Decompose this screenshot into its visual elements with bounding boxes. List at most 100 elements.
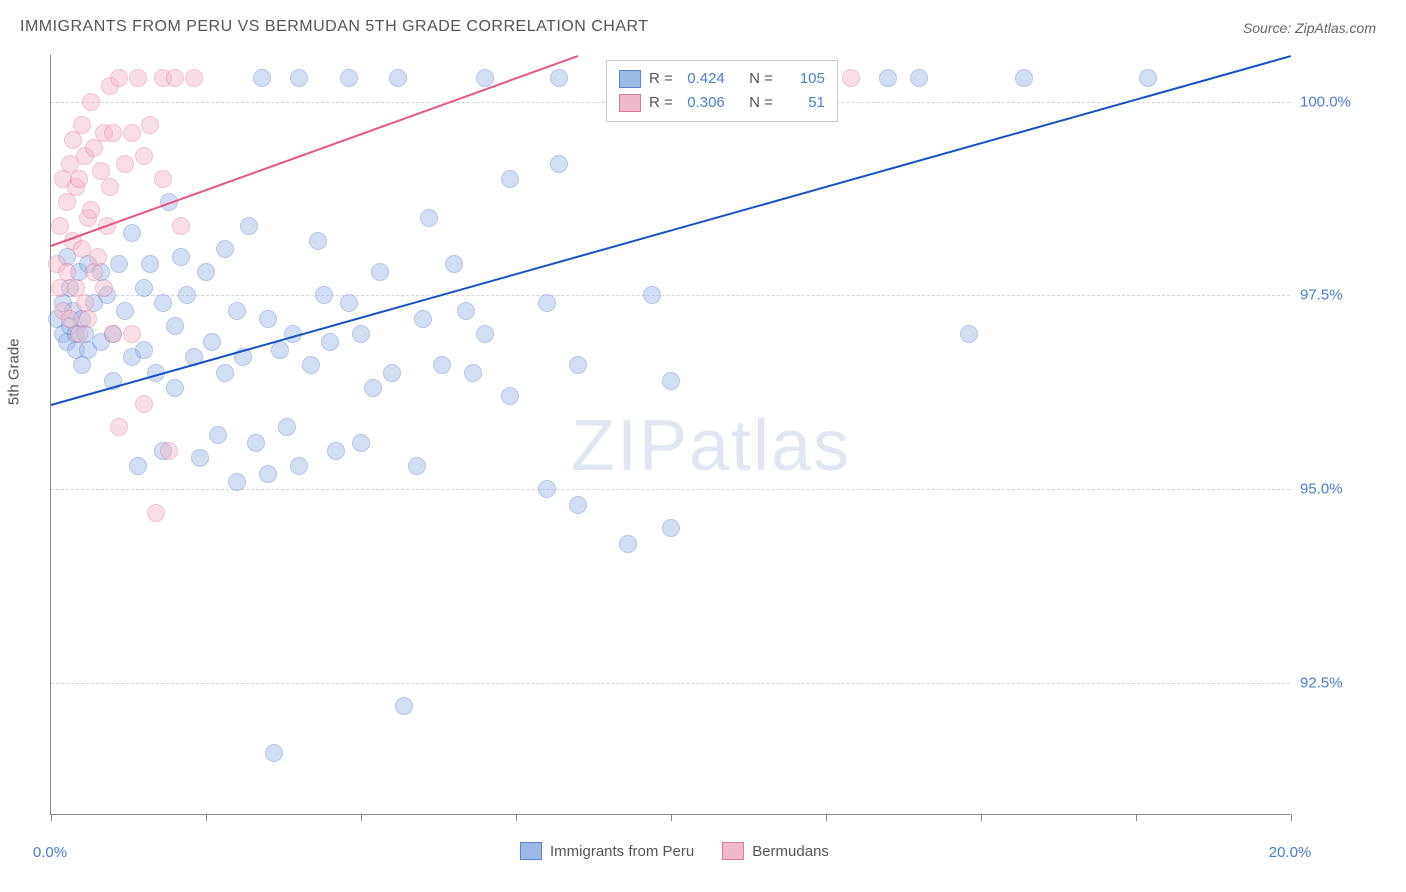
data-point [290, 69, 308, 87]
data-point [51, 217, 69, 235]
data-point [340, 69, 358, 87]
y-tick-label: 92.5% [1300, 675, 1343, 692]
data-point [457, 302, 475, 320]
data-point [191, 449, 209, 467]
data-point [408, 457, 426, 475]
legend-label: Bermudans [752, 843, 829, 860]
plot-area: ZIPatlas R =0.424 N =105R = 0.306 N = 51 [50, 55, 1290, 815]
watermark: ZIPatlas [571, 405, 851, 487]
x-tick [206, 814, 207, 821]
data-point [550, 155, 568, 173]
x-tick [516, 814, 517, 821]
data-point [141, 255, 159, 273]
data-point [166, 379, 184, 397]
stat-legend-row: R =0.424 N =105 [619, 67, 825, 91]
data-point [209, 426, 227, 444]
data-point [185, 69, 203, 87]
legend-swatch [722, 842, 744, 860]
data-point [166, 317, 184, 335]
stat-legend-row: R = 0.306 N = 51 [619, 91, 825, 115]
data-point [389, 69, 407, 87]
y-tick-label: 100.0% [1300, 93, 1351, 110]
data-point [123, 124, 141, 142]
data-point [110, 255, 128, 273]
data-point [178, 286, 196, 304]
data-point [550, 69, 568, 87]
x-tick-label: 0.0% [33, 844, 67, 861]
source-label: Source: ZipAtlas.com [1243, 20, 1376, 36]
data-point [619, 535, 637, 553]
legend-r-label: R = [649, 91, 673, 115]
data-point [290, 457, 308, 475]
data-point [70, 325, 88, 343]
x-tick [1136, 814, 1137, 821]
data-point [135, 147, 153, 165]
data-point [842, 69, 860, 87]
data-point [228, 302, 246, 320]
data-point [309, 232, 327, 250]
legend-r-value: 0.306 [681, 91, 725, 115]
data-point [216, 364, 234, 382]
legend-n-label: N = [749, 91, 773, 115]
data-point [476, 69, 494, 87]
data-point [352, 325, 370, 343]
data-point [240, 217, 258, 235]
data-point [58, 193, 76, 211]
data-point [259, 310, 277, 328]
data-point [383, 364, 401, 382]
data-point [64, 131, 82, 149]
data-point [569, 496, 587, 514]
chart-title: IMMIGRANTS FROM PERU VS BERMUDAN 5TH GRA… [20, 18, 649, 36]
x-tick [671, 814, 672, 821]
data-point [1015, 69, 1033, 87]
data-point [643, 286, 661, 304]
data-point [101, 178, 119, 196]
data-point [265, 744, 283, 762]
data-point [352, 434, 370, 452]
data-point [662, 372, 680, 390]
data-point [364, 379, 382, 397]
data-point [569, 356, 587, 374]
data-point [116, 155, 134, 173]
data-point [327, 442, 345, 460]
grid-line [51, 683, 1290, 684]
data-point [538, 294, 556, 312]
data-point [70, 170, 88, 188]
data-point [203, 333, 221, 351]
data-point [247, 434, 265, 452]
data-point [464, 364, 482, 382]
data-point [95, 279, 113, 297]
grid-line [51, 295, 1290, 296]
x-tick [361, 814, 362, 821]
legend-r-value: 0.424 [681, 67, 725, 91]
data-point [321, 333, 339, 351]
data-point [82, 93, 100, 111]
data-point [160, 442, 178, 460]
data-point [271, 341, 289, 359]
data-point [89, 248, 107, 266]
legend-n-label: N = [749, 67, 773, 91]
legend-n-value: 51 [781, 91, 825, 115]
data-point [420, 209, 438, 227]
data-point [135, 341, 153, 359]
data-point [135, 395, 153, 413]
data-point [73, 116, 91, 134]
x-tick [51, 814, 52, 821]
data-point [538, 480, 556, 498]
data-point [73, 356, 91, 374]
data-point [147, 504, 165, 522]
data-point [259, 465, 277, 483]
data-point [110, 69, 128, 87]
data-point [433, 356, 451, 374]
data-point [228, 473, 246, 491]
x-tick [1291, 814, 1292, 821]
stat-legend: R =0.424 N =105R = 0.306 N = 51 [606, 60, 838, 122]
data-point [445, 255, 463, 273]
data-point [154, 170, 172, 188]
data-point [501, 387, 519, 405]
data-point [476, 325, 494, 343]
legend-swatch [619, 94, 641, 112]
data-point [129, 69, 147, 87]
data-point [216, 240, 234, 258]
data-point [340, 294, 358, 312]
